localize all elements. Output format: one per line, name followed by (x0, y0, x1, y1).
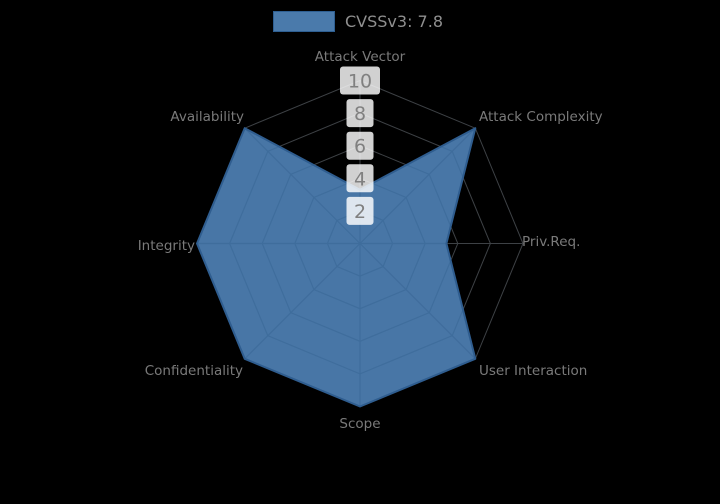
tick-label-10: 10 (348, 71, 372, 93)
tick-box (340, 66, 380, 95)
axis-label-integrity: Integrity (138, 238, 195, 254)
tick-label-2: 2 (354, 201, 366, 223)
grid-spoke-inner (359, 243, 476, 360)
tick-box (346, 196, 374, 225)
tick-box (346, 99, 374, 128)
legend-label: CVSSv3: 7.8 (345, 12, 443, 31)
tick-box (346, 164, 374, 193)
axis-label-user-interaction: User Interaction (479, 363, 587, 379)
grid-spoke-inner (244, 243, 361, 360)
axis-label-attack-vector: Attack Vector (315, 49, 406, 65)
tick-label-4: 4 (354, 168, 366, 190)
axis-label-priv-req: Priv.Req. (522, 234, 580, 250)
legend-swatch (273, 11, 335, 32)
tick-label-6: 6 (354, 136, 366, 158)
axis-label-scope: Scope (339, 416, 380, 432)
tick-label-8: 8 (354, 103, 366, 125)
grid-spoke-inner (244, 128, 361, 244)
tick-box (346, 131, 374, 160)
grid-spoke-inner (359, 128, 476, 244)
axis-label-confidentiality: Confidentiality (145, 363, 243, 379)
axis-labels: Attack Vector Attack Complexity Priv.Req. U… (138, 49, 603, 432)
axis-label-availability: Availability (170, 109, 244, 125)
radar-series-outline (196, 127, 477, 408)
legend: CVSSv3: 7.8 (273, 10, 443, 33)
axis-label-attack-complexity: Attack Complexity (479, 109, 603, 125)
radial-tick-labels: 2 4 6 8 10 (340, 66, 380, 225)
